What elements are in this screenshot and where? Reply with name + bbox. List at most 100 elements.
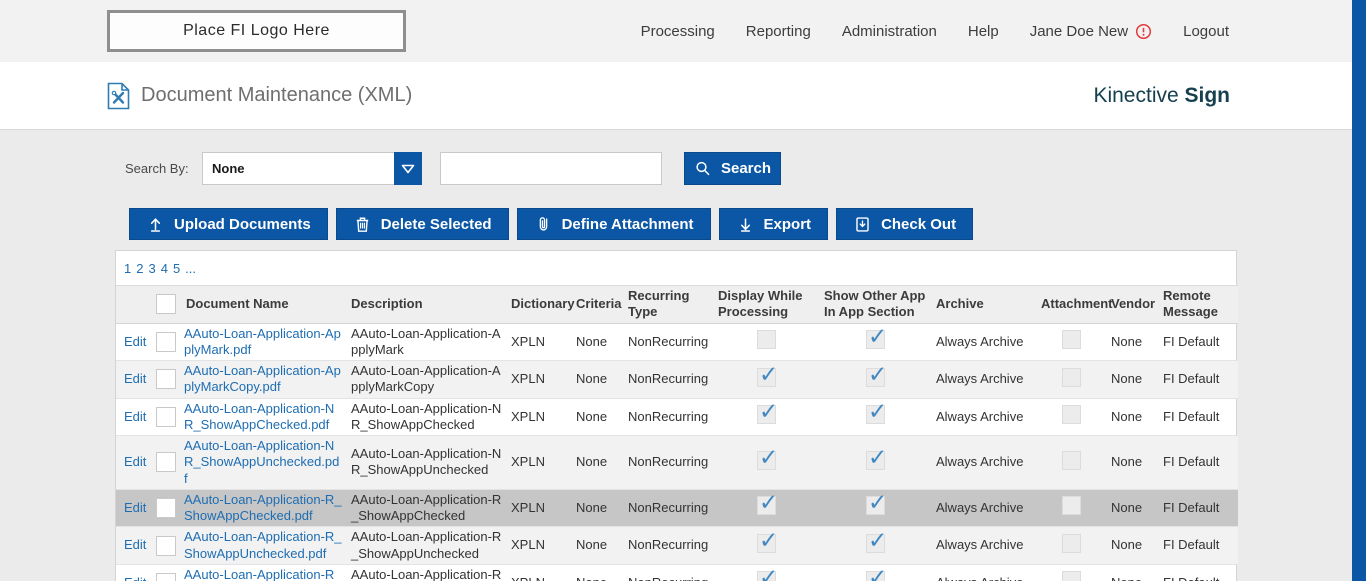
brand-logo: Kinective Sign [1093,84,1230,108]
check-out-icon [853,215,872,234]
nav-logout[interactable]: Logout [1183,22,1229,40]
header-document-name: Document Name [181,285,346,324]
edit-link[interactable]: Edit [124,333,147,349]
attachment-checkbox[interactable]: ✓ [1062,571,1081,581]
check-out-label: Check Out [881,215,957,233]
delete-selected-button[interactable]: Delete Selected [335,208,509,240]
row-checkbox[interactable] [156,369,176,390]
search-by-selected-value: None [212,161,245,176]
show-other-app-checkbox[interactable]: ✓ [866,361,887,387]
export-label: Export [763,215,812,233]
show-other-app-checkbox[interactable]: ✓ [866,489,887,516]
search-icon [694,160,712,178]
page-link-4[interactable]: 4 [160,260,168,276]
search-input[interactable] [440,152,662,185]
header-dictionary: Dictionary [506,285,575,324]
vendor-cell: None [1106,564,1158,581]
show-other-app-checkbox[interactable]: ✓ [866,398,887,425]
row-checkbox[interactable] [156,535,176,556]
archive-cell: Always Archive [931,526,1036,565]
edit-link[interactable]: Edit [124,371,147,387]
remote-message-cell: FI Default [1158,489,1238,528]
vendor-cell: None [1106,435,1158,490]
row-checkbox[interactable] [156,406,176,427]
document-link[interactable]: AAuto-Loan-Application-NR_ShowAppUncheck… [184,438,340,486]
attachment-checkbox[interactable]: ✓ [1062,496,1081,516]
vendor-cell: None [1106,323,1158,361]
dictionary-cell: XPLN [506,435,571,490]
show-other-app-checkbox[interactable]: ✓ [866,527,887,553]
nav-processing[interactable]: Processing [640,22,715,40]
nav-help[interactable]: Help [967,22,999,40]
attachment-checkbox[interactable]: ✓ [1062,367,1081,387]
description-cell: AAuto-Loan-Application-RS-AFD731-test [346,564,506,581]
select-all-checkbox[interactable] [156,294,176,315]
attachment-checkbox[interactable]: ✓ [1062,405,1081,425]
checkmark-icon: ✓ [759,564,779,581]
document-link[interactable]: AAuto-Loan-Application-ApplyMarkCopy.pdf [184,363,341,395]
chevron-down-icon[interactable] [394,152,422,185]
edit-link[interactable]: Edit [124,454,147,470]
attachment-checkbox[interactable]: ✓ [1062,533,1081,553]
page-link-2[interactable]: 2 [136,260,144,276]
document-link[interactable]: AAuto-Loan-Application-ApplyMark.pdf [184,325,341,357]
checkmark-icon: ✓ [868,526,888,553]
display-while-processing-checkbox[interactable]: ✓ [757,564,778,581]
show-other-app-checkbox[interactable]: ✓ [866,323,887,350]
document-link[interactable]: AAuto-Loan-Application-R_ShowAppUnchecke… [184,529,342,561]
checkmark-icon: ✓ [759,443,779,470]
nav-administration[interactable]: Administration [841,22,937,40]
define-attachment-button[interactable]: Define Attachment [516,208,711,240]
edit-link[interactable]: Edit [124,575,146,581]
checkmark-icon: ✓ [868,443,888,470]
dictionary-cell: XPLN [506,526,571,565]
edit-link[interactable]: Edit [124,499,147,515]
checkmark-icon: ✓ [868,564,888,581]
display-while-processing-checkbox[interactable]: ✓ [757,330,776,350]
page-link-5[interactable]: 5 [172,260,181,276]
vendor-cell: None [1106,526,1158,565]
row-checkbox[interactable] [156,331,176,352]
display-while-processing-checkbox[interactable]: ✓ [757,444,778,470]
page-link-1[interactable]: 1 [124,260,132,276]
nav-user[interactable]: Jane Doe New [1030,23,1152,40]
document-maintenance-icon [107,82,130,110]
edit-link[interactable]: Edit [124,537,147,553]
document-link[interactable]: AAuto-Loan-Application-R_ShowAppChecked.… [184,491,342,523]
display-while-processing-checkbox[interactable]: ✓ [757,361,778,387]
show-other-app-checkbox[interactable]: ✓ [866,564,887,581]
row-checkbox[interactable] [156,573,176,581]
dictionary-cell: XPLN [506,360,571,399]
main-nav: Processing Reporting Administration Help… [641,23,1229,40]
title-bar: Document Maintenance (XML) Kinective Sig… [0,62,1366,130]
header-display-while-processing: Display While Processing [713,285,819,324]
display-while-processing-checkbox[interactable]: ✓ [757,398,778,425]
document-link[interactable]: AAuto-Loan-Application-RS-AFD731-test.pd… [184,566,335,581]
description-cell: AAuto-Loan-Application-R_ShowAppChecked [346,489,506,528]
remote-message-cell: FI Default [1158,360,1238,399]
nav-reporting[interactable]: Reporting [745,22,811,40]
row-checkbox[interactable] [156,452,176,473]
description-cell: AAuto-Loan-Application-ApplyMark [346,323,506,361]
scrollbar[interactable] [1352,0,1366,581]
content-area: Search By: None Search [0,152,1366,581]
row-checkbox[interactable] [156,498,176,518]
edit-link[interactable]: Edit [124,408,147,424]
attachment-checkbox[interactable]: ✓ [1062,450,1081,470]
document-link[interactable]: AAuto-Loan-Application-NR_ShowAppChecked… [184,400,335,432]
description-cell: AAuto-Loan-Application-R_ShowAppUnchecke… [346,526,506,565]
display-while-processing-checkbox[interactable]: ✓ [757,489,778,516]
search-by-select[interactable]: None [202,152,422,185]
search-button[interactable]: Search [684,152,781,185]
display-while-processing-checkbox[interactable]: ✓ [757,527,778,553]
documents-panel: 1 2 3 4 5 ... Document Name Description … [115,250,1238,581]
attachment-checkbox[interactable]: ✓ [1062,330,1081,350]
show-other-app-checkbox[interactable]: ✓ [866,444,887,470]
description-cell: AAuto-Loan-Application-NR_ShowAppUncheck… [346,435,506,490]
export-button[interactable]: Export [718,208,829,240]
upload-documents-button[interactable]: Upload Documents [129,208,328,240]
search-row: Search By: None Search [125,152,1366,185]
table-header-row: Document Name Description Dictionary Cri… [116,285,1238,324]
check-out-button[interactable]: Check Out [836,208,974,240]
page-link-3[interactable]: 3 [148,260,156,276]
